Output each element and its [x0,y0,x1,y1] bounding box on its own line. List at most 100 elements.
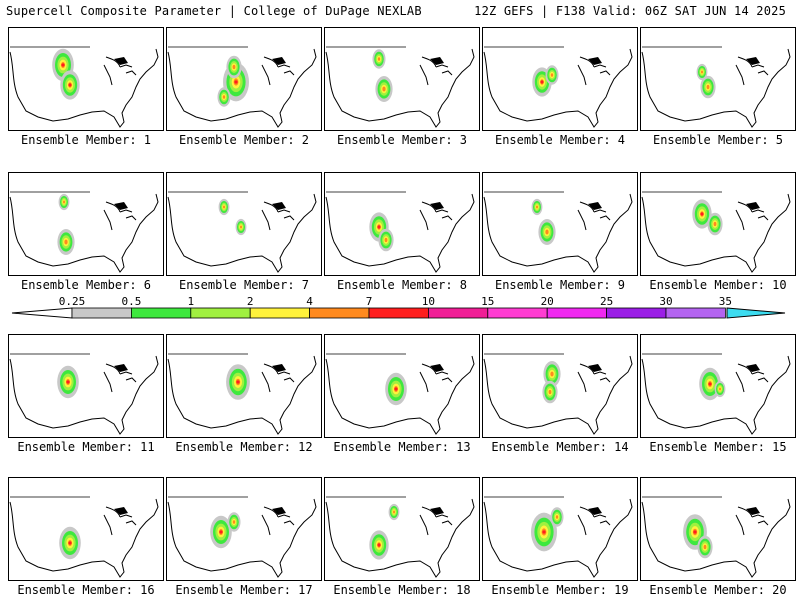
colorbar-segment [249,307,310,319]
ensemble-member-label: Ensemble Member: 10 [649,278,787,292]
ensemble-member-panel: Ensemble Member: 3 [324,27,480,147]
scp-contours [210,512,241,549]
great-lakes [577,201,611,231]
colorbar-tick-label: 2 [247,295,254,308]
great-lakes [103,363,137,393]
ensemble-member-panel: Ensemble Member: 17 [166,477,322,597]
colorbar-tick-label: 0.25 [59,295,86,308]
ensemble-member-panel: Ensemble Member: 11 [8,334,164,454]
coastline [325,355,475,435]
us-map [640,172,796,276]
us-map [324,477,480,581]
coastline [641,355,791,435]
colorbar-tick-label: 15 [481,295,494,308]
us-map [8,334,164,438]
great-lakes [735,506,769,536]
ensemble-member-label: Ensemble Member: 15 [649,440,787,454]
colorbar-tick-label: 7 [366,295,373,308]
coastline [9,193,159,273]
ensemble-member-label: Ensemble Member: 13 [333,440,471,454]
great-lakes [419,56,453,86]
ensemble-member-panel: Ensemble Member: 13 [324,334,480,454]
us-map [8,172,164,276]
great-lakes [419,363,453,393]
great-lakes [261,56,295,86]
coastline [483,193,633,273]
coastline [9,498,159,578]
great-lakes [419,201,453,231]
ensemble-member-panel: Ensemble Member: 8 [324,172,480,292]
ensemble-member-label: Ensemble Member: 1 [20,133,152,147]
scp-contours [531,198,556,245]
ensemble-member-label: Ensemble Member: 9 [494,278,626,292]
coastline [167,355,317,435]
great-lakes [261,363,295,393]
colorbar-segment [546,307,608,319]
scp-contours [369,503,400,560]
ensemble-member-label: Ensemble Member: 2 [178,133,310,147]
ensemble-member-label: Ensemble Member: 18 [333,583,471,597]
colorbar-segment [665,307,726,319]
us-map [166,27,322,131]
ensemble-member-panel: Ensemble Member: 18 [324,477,480,597]
us-map [640,477,796,581]
colorbar-tick-label: 1 [187,295,194,308]
coastline [483,498,633,578]
coastline [9,48,159,128]
great-lakes [103,56,137,86]
great-lakes [577,363,611,393]
great-lakes [261,506,295,536]
run-valid-time: 12Z GEFS | F138 Valid: 06Z SAT JUN 14 20… [474,4,786,18]
ensemble-member-panel: Ensemble Member: 19 [482,477,638,597]
colorbar-tick-label: 30 [659,295,672,308]
page-title: Supercell Composite Parameter | College … [6,4,422,18]
colorbar-left-arrow [11,307,73,319]
scp-contours [52,48,80,100]
scp-contours [385,372,407,406]
ensemble-member-label: Ensemble Member: 8 [336,278,468,292]
ensemble-member-panel: Ensemble Member: 1 [8,27,164,147]
ensemble-member-panel: Ensemble Member: 2 [166,27,322,147]
us-map [324,27,480,131]
ensemble-member-panel: Ensemble Member: 16 [8,477,164,597]
us-map [482,334,638,438]
coastline [641,193,791,273]
scp-contours [372,49,393,102]
scp-contours [59,526,81,560]
scp-contours [217,55,249,107]
ensemble-member-panel: Ensemble Member: 5 [640,27,796,147]
coastline [167,193,317,273]
ensemble-member-label: Ensemble Member: 3 [336,133,468,147]
coastline [641,498,791,578]
us-map [324,334,480,438]
us-map [640,334,796,438]
ensemble-member-label: Ensemble Member: 16 [17,583,155,597]
colorbar-segment [427,307,489,319]
scp-contours [218,198,247,236]
us-map [166,334,322,438]
colorbar-tick-label: 20 [541,295,554,308]
coastline [167,498,317,578]
ensemble-member-panel: Ensemble Member: 15 [640,334,796,454]
colorbar-segment [368,307,429,319]
us-map [166,477,322,581]
ensemble-member-label: Ensemble Member: 17 [175,583,313,597]
ensemble-member-panel: Ensemble Member: 10 [640,172,796,292]
coastline [325,193,475,273]
scp-contours [532,65,559,97]
us-map [324,172,480,276]
coastline [641,48,791,128]
great-lakes [735,201,769,231]
colorbar-tick-label: 4 [306,295,313,308]
colorbar-segment [190,307,251,319]
scp-contours [226,364,250,400]
scp-contours [683,514,713,559]
great-lakes [577,56,611,86]
great-lakes [419,506,453,536]
colorbar-tick-label: 35 [719,295,732,308]
us-map [640,27,796,131]
great-lakes [103,201,137,231]
us-map [8,477,164,581]
us-map [482,27,638,131]
ensemble-member-panel: Ensemble Member: 6 [8,172,164,292]
